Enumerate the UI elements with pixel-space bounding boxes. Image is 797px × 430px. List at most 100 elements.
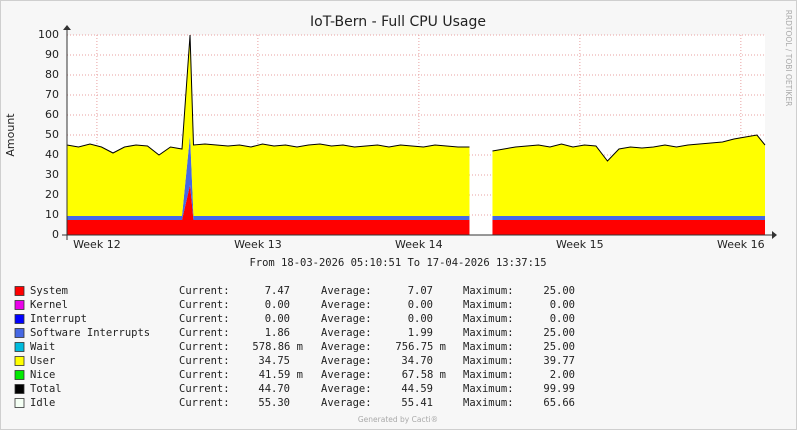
legend-value: 0.00 xyxy=(550,313,575,325)
legend-label: Average: xyxy=(321,383,372,395)
legend-label: Maximum: xyxy=(463,383,514,395)
y-tick-label: 80 xyxy=(45,68,59,81)
legend-label: Average: xyxy=(321,369,372,381)
legend-label: Maximum: xyxy=(463,355,514,367)
x-tick-label: Week 15 xyxy=(556,238,604,251)
x-tick-label: Week 13 xyxy=(234,238,282,251)
legend-label: Current: xyxy=(179,299,230,311)
legend-swatch xyxy=(14,300,25,310)
y-tick-label: 0 xyxy=(52,228,59,241)
legend-label: Current: xyxy=(179,285,230,297)
area xyxy=(67,35,765,216)
legend-value: 1.86 xyxy=(265,327,290,339)
legend-name: Idle xyxy=(30,397,55,409)
legend-value: 0.00 xyxy=(408,299,433,311)
legend-name: Kernel xyxy=(30,299,68,311)
legend-value: 55.41 xyxy=(401,397,433,409)
x-tick-label: Week 12 xyxy=(73,238,121,251)
y-tick-label: 20 xyxy=(45,188,59,201)
legend-value: 0.00 xyxy=(550,299,575,311)
legend-name: User xyxy=(30,355,55,367)
legend-label: Maximum: xyxy=(463,341,514,353)
legend-name: Software Interrupts xyxy=(30,327,150,339)
y-tick-label: 90 xyxy=(45,48,59,61)
legend-name: Interrupt xyxy=(30,313,87,325)
x-tick-label: Week 16 xyxy=(717,238,765,251)
legend-swatch xyxy=(14,314,25,324)
legend-value: 34.70 xyxy=(401,355,433,367)
y-axis-label: Amount xyxy=(4,113,17,157)
legend-name: Nice xyxy=(30,369,55,381)
legend-value: 25.00 xyxy=(543,285,575,297)
legend-swatch xyxy=(14,342,25,352)
y-axis-arrow xyxy=(63,25,71,30)
legend-swatch xyxy=(14,286,25,296)
legend-value: 756.75 m xyxy=(395,341,446,353)
legend-value: 55.30 xyxy=(258,397,290,409)
legend-swatch xyxy=(14,356,25,366)
legend-label: Current: xyxy=(179,397,230,409)
legend-value: 0.00 xyxy=(265,299,290,311)
legend-value: 7.07 xyxy=(408,285,433,297)
x-tick-label: Week 14 xyxy=(395,238,443,251)
legend-name: System xyxy=(30,285,68,297)
legend-value: 99.99 xyxy=(543,383,575,395)
legend-label: Average: xyxy=(321,341,372,353)
legend-value: 65.66 xyxy=(543,397,575,409)
legend-label: Current: xyxy=(179,313,230,325)
legend-swatch xyxy=(14,370,25,380)
line xyxy=(66,34,766,162)
chart-title: IoT-Bern - Full CPU Usage xyxy=(310,14,486,30)
area xyxy=(67,185,765,235)
legend-label: Current: xyxy=(179,341,230,353)
legend-value: 41.59 m xyxy=(259,369,303,381)
legend-value: 0.00 xyxy=(408,313,433,325)
legend-label: Average: xyxy=(321,299,372,311)
legend-value: 34.75 xyxy=(258,355,290,367)
legend-value: 0.00 xyxy=(265,313,290,325)
legend-label: Current: xyxy=(179,327,230,339)
legend-label: Average: xyxy=(321,397,372,409)
legend-label: Maximum: xyxy=(463,313,514,325)
legend-name: Wait xyxy=(30,341,55,353)
legend-label: Current: xyxy=(179,369,230,381)
x-axis-arrow xyxy=(772,231,777,239)
footer: Generated by Cacti® xyxy=(358,415,438,424)
legend-swatch xyxy=(14,398,25,408)
legend-label: Maximum: xyxy=(463,285,514,297)
marks xyxy=(66,34,766,235)
subtitle: From 18-03-2026 05:10:51 To 17-04-2026 1… xyxy=(249,257,546,269)
y-tick-label: 30 xyxy=(45,168,59,181)
legend-value: 2.00 xyxy=(550,369,575,381)
y-tick-label: 10 xyxy=(45,208,59,221)
legend-value: 1.99 xyxy=(408,327,433,339)
side-note: RRDTOOL / TOBI OETIKER xyxy=(784,10,793,107)
axes xyxy=(62,25,777,240)
y-tick-label: 40 xyxy=(45,148,59,161)
legend-swatch xyxy=(14,328,25,338)
legend: System Current: 7.47 Average: 7.07 Maximum: 25… xyxy=(14,285,575,409)
legend-label: Average: xyxy=(321,313,372,325)
legend-value: 25.00 xyxy=(543,341,575,353)
y-tick-label: 50 xyxy=(45,128,59,141)
legend-label: Maximum: xyxy=(463,369,514,381)
legend-value: 7.47 xyxy=(265,285,290,297)
legend-value: 25.00 xyxy=(543,327,575,339)
legend-label: Maximum: xyxy=(463,397,514,409)
legend-label: Maximum: xyxy=(463,327,514,339)
legend-value: 44.59 xyxy=(401,383,433,395)
y-tick-label: 60 xyxy=(45,108,59,121)
legend-value: 39.77 xyxy=(543,355,575,367)
legend-swatch xyxy=(14,384,25,394)
legend-value: 44.70 xyxy=(258,383,290,395)
y-tick-label: 100 xyxy=(38,28,59,41)
legend-name: Total xyxy=(30,383,62,395)
legend-value: 67.58 m xyxy=(402,369,446,381)
legend-label: Average: xyxy=(321,355,372,367)
legend-label: Current: xyxy=(179,383,230,395)
legend-value: 578.86 m xyxy=(252,341,303,353)
legend-label: Average: xyxy=(321,285,372,297)
legend-label: Maximum: xyxy=(463,299,514,311)
